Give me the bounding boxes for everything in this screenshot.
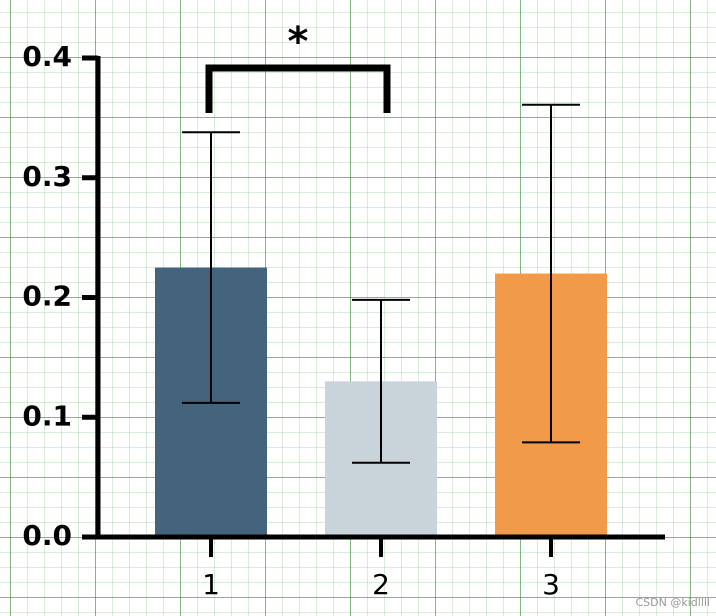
- error-bar: [182, 131, 240, 404]
- x-tick-label: 3: [542, 568, 560, 601]
- error-bar: [352, 298, 410, 464]
- significance-label: *: [288, 19, 309, 65]
- x-tick-label: 1: [202, 568, 220, 601]
- y-tick-label: 0.0: [22, 519, 72, 552]
- y-tick-label: 0.2: [22, 280, 72, 313]
- error-bar: [522, 103, 580, 444]
- y-tick-label: 0.3: [22, 160, 72, 193]
- watermark: CSDN @kidllll: [636, 596, 711, 609]
- y-tick-label: 0.1: [22, 399, 72, 432]
- x-tick-label: 2: [372, 568, 390, 601]
- y-tick-label: 0.4: [22, 40, 72, 73]
- significance-bracket: [205, 64, 391, 113]
